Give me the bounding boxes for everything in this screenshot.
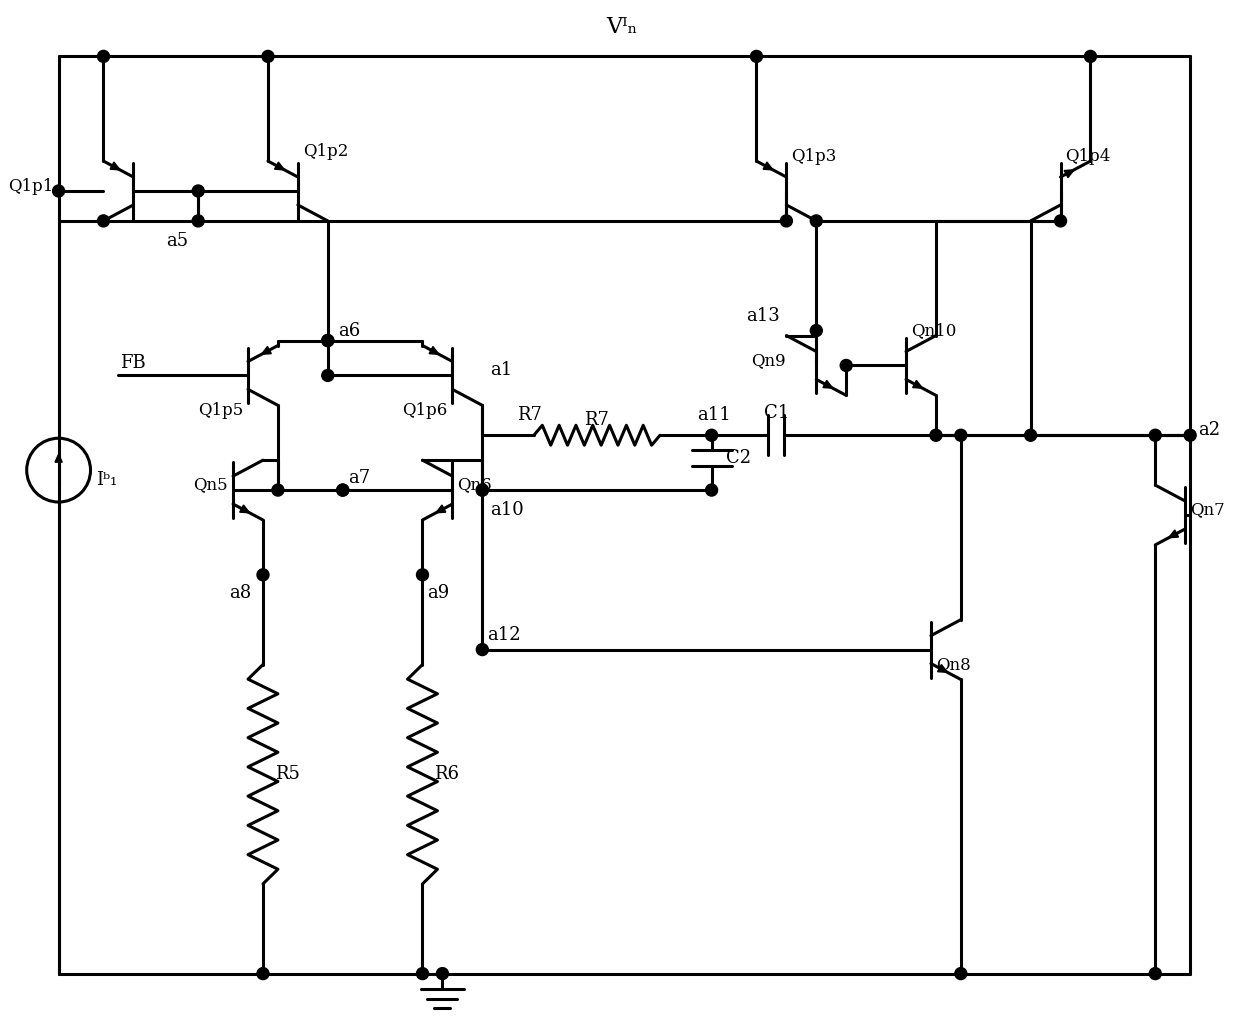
Circle shape xyxy=(436,967,449,980)
Text: Q1p6: Q1p6 xyxy=(402,402,448,419)
Circle shape xyxy=(810,215,822,227)
Circle shape xyxy=(192,215,205,227)
Circle shape xyxy=(192,185,205,197)
Circle shape xyxy=(780,215,792,227)
Polygon shape xyxy=(823,380,833,388)
Polygon shape xyxy=(913,380,923,388)
Polygon shape xyxy=(763,162,773,170)
Circle shape xyxy=(476,644,489,655)
Text: a10: a10 xyxy=(490,501,525,519)
Text: Q1p4: Q1p4 xyxy=(1065,147,1111,165)
Text: C1: C1 xyxy=(764,405,789,422)
Text: a1: a1 xyxy=(490,362,512,379)
Circle shape xyxy=(1054,215,1066,227)
Circle shape xyxy=(417,569,429,581)
Circle shape xyxy=(706,484,718,496)
Polygon shape xyxy=(262,346,272,354)
Circle shape xyxy=(955,430,967,441)
Circle shape xyxy=(337,484,348,496)
Polygon shape xyxy=(429,346,439,354)
Text: a11: a11 xyxy=(697,406,730,424)
Text: Qn7: Qn7 xyxy=(1190,502,1225,518)
Circle shape xyxy=(1024,430,1037,441)
Circle shape xyxy=(1184,430,1197,441)
Text: FB: FB xyxy=(120,354,146,373)
Polygon shape xyxy=(239,505,249,513)
Circle shape xyxy=(750,50,763,63)
Text: a8: a8 xyxy=(228,584,250,602)
Polygon shape xyxy=(436,505,445,513)
Text: Qn9: Qn9 xyxy=(751,352,786,369)
Polygon shape xyxy=(1064,170,1074,177)
Circle shape xyxy=(1149,967,1161,980)
Circle shape xyxy=(52,185,64,197)
Circle shape xyxy=(476,484,489,496)
Text: C2: C2 xyxy=(725,449,750,467)
Circle shape xyxy=(337,484,348,496)
Circle shape xyxy=(810,324,822,337)
Circle shape xyxy=(322,335,334,346)
Circle shape xyxy=(98,215,109,227)
Circle shape xyxy=(257,967,269,980)
Polygon shape xyxy=(110,162,120,170)
Text: a6: a6 xyxy=(337,321,360,340)
Text: R5: R5 xyxy=(275,765,300,783)
Polygon shape xyxy=(1169,530,1178,538)
Polygon shape xyxy=(274,162,284,170)
Text: Qn5: Qn5 xyxy=(193,477,228,493)
Text: Q1p1: Q1p1 xyxy=(9,177,53,195)
Circle shape xyxy=(706,430,718,441)
Text: R6: R6 xyxy=(434,765,460,783)
Polygon shape xyxy=(937,664,947,673)
Circle shape xyxy=(322,370,334,381)
Text: Qn8: Qn8 xyxy=(936,656,971,673)
Circle shape xyxy=(262,50,274,63)
Circle shape xyxy=(417,967,429,980)
Text: a12: a12 xyxy=(487,625,521,644)
Text: Q1p3: Q1p3 xyxy=(791,147,837,165)
Text: a5: a5 xyxy=(166,232,188,250)
Text: R7: R7 xyxy=(517,406,542,424)
Polygon shape xyxy=(55,454,62,462)
Text: Qn6: Qn6 xyxy=(458,477,492,493)
Text: a2: a2 xyxy=(1198,421,1220,439)
Text: a9: a9 xyxy=(428,584,450,602)
Circle shape xyxy=(841,359,852,372)
Circle shape xyxy=(930,430,942,441)
Text: Qn10: Qn10 xyxy=(911,322,956,339)
Text: Q1p2: Q1p2 xyxy=(303,142,348,160)
Text: Vᴵₙ: Vᴵₙ xyxy=(606,16,637,38)
Circle shape xyxy=(257,569,269,581)
Circle shape xyxy=(1149,430,1161,441)
Text: R7: R7 xyxy=(584,411,609,430)
Circle shape xyxy=(322,335,334,346)
Text: Q1p5: Q1p5 xyxy=(198,402,243,419)
Text: Iᵇ₁: Iᵇ₁ xyxy=(97,471,118,489)
Circle shape xyxy=(955,967,967,980)
Circle shape xyxy=(1085,50,1096,63)
Circle shape xyxy=(272,484,284,496)
Circle shape xyxy=(98,50,109,63)
Circle shape xyxy=(476,484,489,496)
Text: a7: a7 xyxy=(347,469,370,487)
Text: a13: a13 xyxy=(746,307,780,324)
